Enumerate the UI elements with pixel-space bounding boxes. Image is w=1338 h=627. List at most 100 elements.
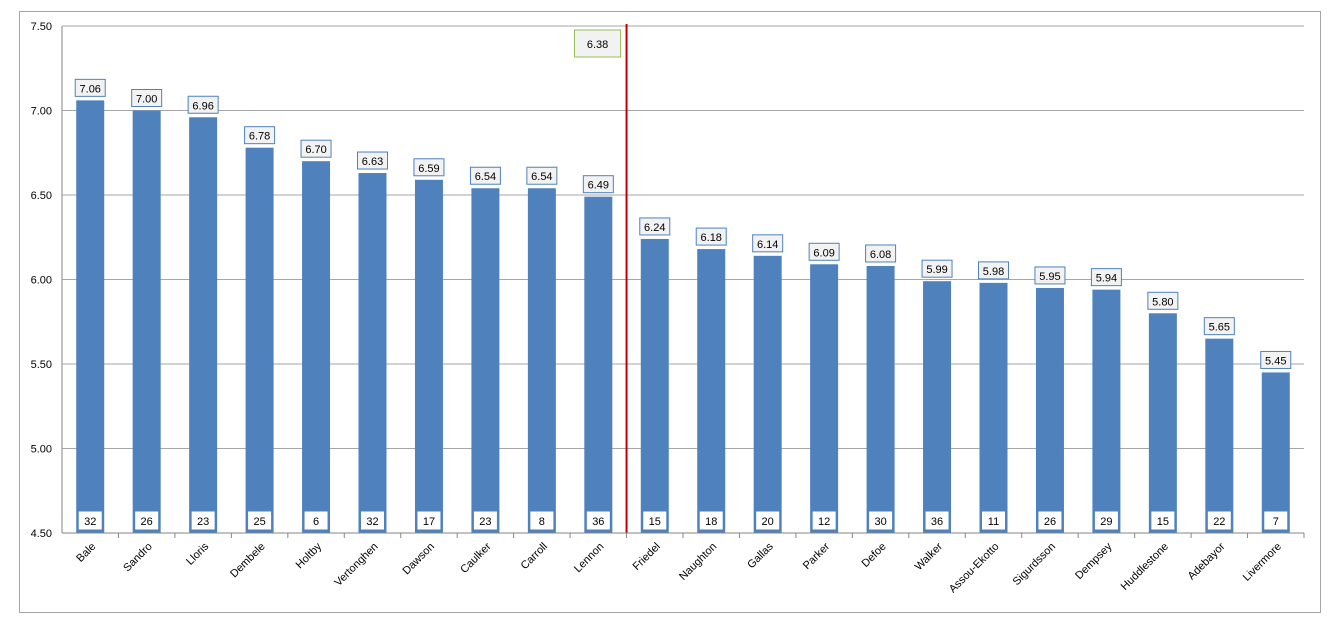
count-label-box (869, 511, 893, 530)
count-label-box (417, 511, 441, 530)
bar (1035, 287, 1064, 533)
value-label: 6.63 (362, 156, 383, 168)
count-label-box (135, 511, 159, 530)
count-label-box (982, 511, 1005, 530)
count-label: 22 (1213, 516, 1225, 528)
value-label-box (526, 166, 558, 185)
value-label-box (865, 244, 897, 263)
bar (1261, 372, 1290, 533)
x-tick-label: Assou-Ekotto (947, 541, 1002, 596)
x-tick-label: Naughton (677, 541, 719, 583)
count-label: 26 (141, 516, 153, 528)
y-tick-label: 4.50 (31, 528, 52, 540)
bar (527, 188, 556, 534)
count-label: 32 (366, 516, 378, 528)
value-label: 6.08 (870, 249, 891, 261)
count-label-box (586, 511, 610, 530)
count-label: 7 (1273, 516, 1279, 528)
x-tick-label: Vertonghen (332, 541, 380, 589)
count-label-box (699, 511, 723, 530)
x-tick-label: Sandro (121, 541, 155, 575)
value-label: 6.09 (813, 247, 834, 259)
count-label-box (304, 511, 328, 530)
x-tick-label: Parker (801, 540, 833, 572)
count-label-box (1264, 511, 1288, 530)
y-tick-label: 5.00 (31, 444, 52, 456)
value-label: 5.45 (1265, 355, 1286, 367)
value-label: 6.54 (531, 171, 552, 183)
bar (1205, 338, 1234, 533)
x-tick-label: Holtby (294, 540, 325, 571)
count-label-box (643, 511, 667, 530)
x-tick-label: Adebayor (1186, 540, 1228, 582)
value-label: 5.99 (926, 264, 947, 276)
y-tick-label: 7.50 (31, 21, 52, 33)
count-label: 23 (197, 516, 209, 528)
count-label: 15 (1157, 516, 1169, 528)
value-label-box (74, 78, 106, 97)
value-label-box (639, 217, 671, 236)
value-label-box (921, 259, 953, 278)
bar (866, 265, 895, 533)
value-label: 6.96 (192, 100, 213, 112)
count-label-box (248, 511, 272, 530)
bar (358, 173, 387, 533)
value-label-box (978, 261, 1009, 280)
value-label-box (1034, 266, 1066, 285)
value-label: 5.65 (1209, 322, 1230, 334)
x-tick-label: Dembele (228, 541, 268, 581)
count-label-box (361, 511, 384, 530)
bar (584, 196, 613, 533)
count-label-box (78, 511, 102, 530)
x-tick-label: Sigurdsson (1011, 541, 1058, 588)
count-label: 8 (539, 516, 545, 528)
reference-layer: 6.38 (574, 24, 628, 533)
count-label-box (530, 511, 554, 530)
value-label: 6.24 (644, 222, 665, 234)
count-label-box (191, 511, 215, 530)
bar (302, 161, 331, 533)
count-label: 30 (874, 516, 886, 528)
x-tick-label: Huddlestone (1119, 541, 1171, 593)
x-tick-label: Friedel (631, 541, 663, 573)
value-label-box (357, 151, 388, 170)
value-label: 5.94 (1096, 273, 1117, 285)
x-tick-label: Livermore (1241, 541, 1284, 584)
bars-layer (76, 100, 1290, 534)
count-label-box (1094, 511, 1118, 530)
x-tick-label: Gallas (745, 540, 776, 571)
x-tick-label: Defoe (859, 541, 888, 570)
value-label: 6.49 (588, 180, 609, 192)
labels-layer: 7.06 32 7.00 26 6.96 23 6.78 25 6.70 6 6.63 32 6.59 1… (74, 78, 1292, 530)
bar (640, 238, 669, 533)
value-label: 5.98 (983, 266, 1004, 278)
bar (245, 147, 274, 533)
count-label-box (1038, 511, 1062, 530)
value-label: 5.95 (1039, 271, 1060, 283)
value-label: 6.14 (757, 239, 778, 251)
bar (1092, 289, 1121, 533)
value-label-box (131, 89, 163, 107)
x-tick-label: Dempsey (1073, 540, 1115, 582)
count-label-box (1207, 511, 1231, 530)
value-label-box (808, 242, 840, 261)
count-label: 36 (931, 516, 943, 528)
x-tick-label: Carroll (519, 541, 550, 572)
y-tick-label: 5.50 (31, 359, 52, 371)
value-label: 6.18 (701, 232, 722, 244)
count-label-box (756, 511, 780, 530)
bar (753, 255, 782, 533)
x-tick-label: Walker (913, 540, 946, 573)
count-label: 12 (818, 516, 830, 528)
count-label-box (473, 511, 497, 530)
value-label: 6.59 (418, 163, 439, 175)
bar (132, 110, 161, 533)
value-label: 6.54 (475, 171, 496, 183)
count-label-box (1151, 511, 1175, 530)
count-label: 17 (423, 516, 435, 528)
value-label: 6.78 (249, 131, 270, 143)
y-tick-label: 6.00 (31, 275, 52, 287)
reference-label-box (574, 29, 622, 58)
value-label: 7.00 (136, 94, 157, 106)
